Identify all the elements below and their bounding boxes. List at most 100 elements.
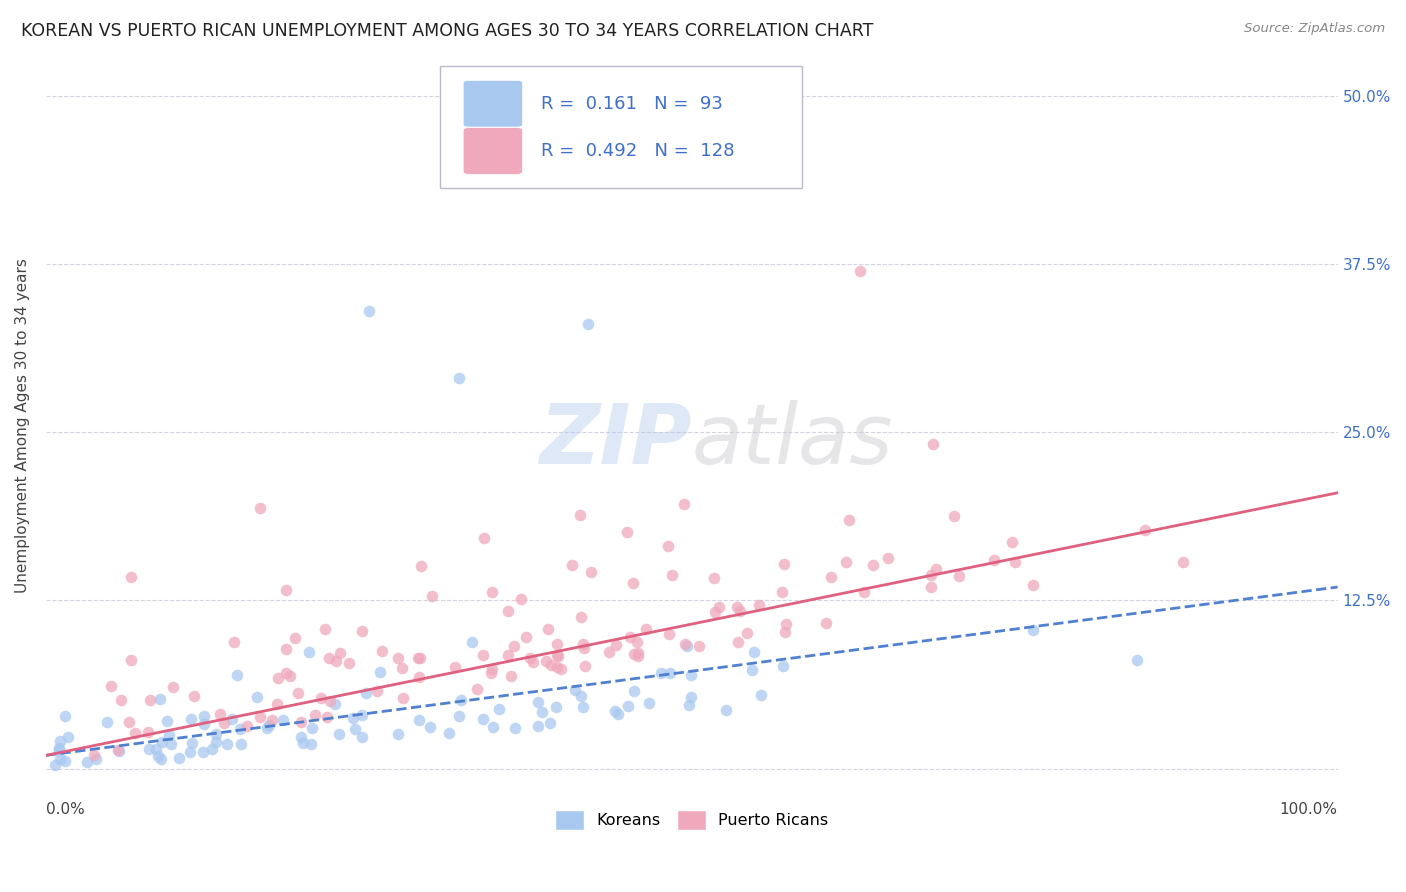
Point — [488, 702, 510, 716]
Point — [775, 616, 797, 631]
Text: KOREAN VS PUERTO RICAN UNEMPLOYMENT AMONG AGES 30 TO 34 YEARS CORRELATION CHART: KOREAN VS PUERTO RICAN UNEMPLOYMENT AMON… — [21, 22, 873, 40]
Point — [942, 509, 965, 524]
Point — [83, 747, 105, 762]
Point — [357, 304, 380, 318]
Point — [221, 712, 243, 726]
Point — [138, 724, 160, 739]
Point — [329, 646, 352, 660]
Point — [183, 689, 205, 703]
Point — [751, 688, 773, 702]
Point — [605, 638, 627, 652]
Point — [155, 714, 177, 728]
Point — [546, 648, 568, 662]
Point — [472, 712, 495, 726]
Point — [157, 728, 180, 742]
FancyBboxPatch shape — [463, 128, 523, 174]
Point — [229, 737, 252, 751]
Point — [267, 671, 290, 685]
Point — [676, 640, 699, 654]
Point — [387, 727, 409, 741]
Point — [162, 680, 184, 694]
Point — [309, 690, 332, 705]
Point — [527, 695, 550, 709]
Point — [550, 662, 572, 676]
Point — [49, 752, 72, 766]
Point — [531, 705, 554, 719]
Point — [536, 623, 558, 637]
Point — [120, 569, 142, 583]
Point — [447, 708, 470, 723]
Point — [658, 626, 681, 640]
Point — [149, 692, 172, 706]
Point — [728, 604, 751, 618]
Point — [572, 637, 595, 651]
Point — [180, 736, 202, 750]
Point — [925, 561, 948, 575]
Point — [820, 570, 842, 584]
Point — [392, 690, 415, 705]
Point — [301, 721, 323, 735]
Point — [55, 754, 77, 768]
Point — [193, 745, 215, 759]
Point — [725, 600, 748, 615]
Point — [318, 650, 340, 665]
Point — [681, 690, 703, 704]
Point — [290, 714, 312, 729]
Point — [120, 653, 142, 667]
Point — [546, 699, 568, 714]
Point — [274, 642, 297, 657]
Point — [298, 645, 321, 659]
Point — [107, 743, 129, 757]
Point — [212, 715, 235, 730]
Text: 100.0%: 100.0% — [1279, 803, 1337, 817]
Point — [323, 698, 346, 712]
Point — [481, 584, 503, 599]
Point — [96, 715, 118, 730]
Text: R =  0.492   N =  128: R = 0.492 N = 128 — [541, 142, 734, 160]
Point — [328, 727, 350, 741]
Point — [284, 631, 307, 645]
Point — [387, 651, 409, 665]
Point — [561, 558, 583, 572]
Point — [983, 553, 1005, 567]
Point — [49, 734, 72, 748]
Point — [737, 626, 759, 640]
Point — [257, 718, 280, 732]
Point — [118, 714, 141, 729]
Point — [503, 722, 526, 736]
Point — [569, 610, 592, 624]
Point — [287, 686, 309, 700]
Point — [148, 748, 170, 763]
Point — [100, 679, 122, 693]
Point — [48, 741, 70, 756]
Y-axis label: Unemployment Among Ages 30 to 34 years: Unemployment Among Ages 30 to 34 years — [15, 258, 30, 593]
Point — [236, 719, 259, 733]
Point — [465, 681, 488, 696]
Text: Source: ZipAtlas.com: Source: ZipAtlas.com — [1244, 22, 1385, 36]
Point — [606, 706, 628, 721]
Point — [371, 644, 394, 658]
Point — [658, 666, 681, 681]
Point — [657, 539, 679, 553]
Point — [814, 615, 837, 630]
Point — [661, 568, 683, 582]
Point — [215, 737, 238, 751]
Point — [534, 654, 557, 668]
Point — [274, 666, 297, 681]
Point — [634, 622, 657, 636]
Point — [547, 648, 569, 663]
Point — [527, 719, 550, 733]
Point — [408, 670, 430, 684]
Point — [703, 571, 725, 585]
FancyBboxPatch shape — [463, 80, 523, 127]
Point — [48, 743, 70, 757]
Point — [124, 726, 146, 740]
Point — [58, 730, 80, 744]
Point — [510, 592, 533, 607]
Point — [626, 635, 648, 649]
Point — [496, 648, 519, 662]
Point — [1022, 578, 1045, 592]
Point — [848, 263, 870, 277]
Point — [167, 750, 190, 764]
Point — [675, 637, 697, 651]
